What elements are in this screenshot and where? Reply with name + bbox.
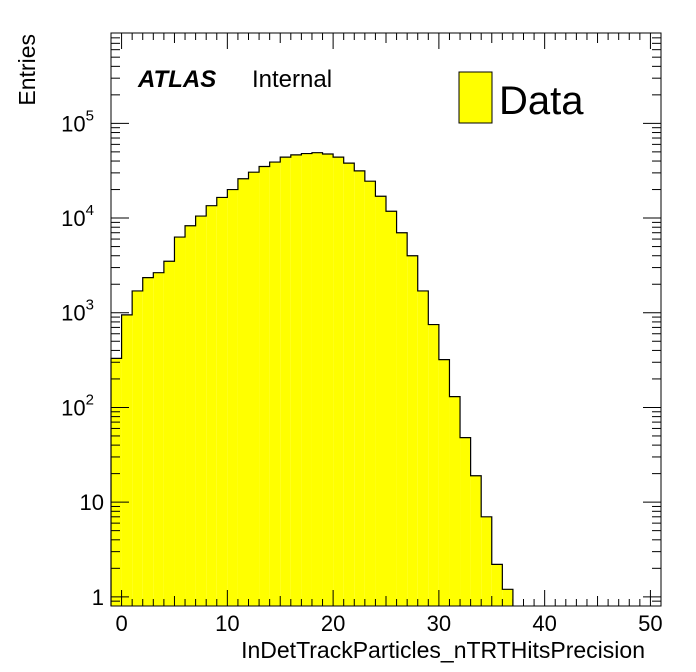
histogram-bin [417,290,429,606]
histogram-bin [343,163,355,606]
histogram-bin [153,272,164,606]
histogram-bin [132,290,143,606]
histogram-bin [460,437,471,606]
atlas-label: ATLAS [137,66,216,93]
histogram-bin [438,359,450,606]
y-tick-label: 1 [92,585,104,610]
histogram-bin [280,157,291,606]
x-tick-labels: 0 10 20 30 40 50 [115,611,662,636]
x-tick-label: 20 [321,611,345,636]
histogram-bin [354,170,365,606]
histogram-bin [290,154,302,606]
legend-label: Data [499,79,584,123]
histogram-bin [259,166,270,606]
legend-swatch [458,71,493,124]
histogram-bin [111,358,122,606]
y-tick-label: 103 [61,297,94,326]
y-tick-label: 104 [61,202,94,231]
axis-ticks [110,32,662,607]
histogram-bin [248,172,260,606]
histogram-bin [322,153,334,607]
histogram-bin [269,162,281,606]
histogram-bin [428,324,439,606]
histogram-bin [185,225,196,607]
histogram-bin [502,589,513,606]
histogram-bin [491,564,503,606]
histogram-bin [142,277,154,606]
histogram-bin [121,314,133,606]
x-axis-title: InDetTrackParticles_nTRTHitsPrecision [241,637,645,663]
histogram-bin [195,216,207,607]
histogram-bin [364,181,376,606]
y-tick-label: 105 [61,107,94,136]
histogram-bars [110,152,514,607]
histogram-bin [449,396,461,606]
histogram-bin [386,211,397,607]
x-tick-label: 40 [532,611,556,636]
y-tick-label: 102 [61,391,94,420]
histogram-bin [174,237,186,606]
plot-frame [110,32,662,607]
histogram-bin [470,475,482,606]
histogram-bin [481,516,492,606]
x-tick-label: 0 [115,611,127,636]
histogram-bin [311,152,323,606]
histogram-bin [227,189,238,606]
histogram-bin [375,196,386,606]
histogram-bin [216,197,228,606]
histogram-bin [237,178,249,606]
histogram-bin [333,157,344,606]
histogram-bin [396,232,408,607]
histogram-bin [407,255,418,606]
x-tick-label: 10 [215,611,239,636]
y-axis-title: Entries [14,34,40,106]
y-tick-label: 10 [80,490,104,515]
x-tick-label: 50 [638,611,662,636]
x-tick-label: 30 [427,611,451,636]
histogram-bin [301,153,312,606]
internal-label: Internal [252,66,332,93]
histogram-bin [206,205,217,606]
histogram-bin [163,261,175,606]
histogram-outline [110,152,514,606]
y-tick-labels: 1 10 102 103 104 105 [61,107,104,609]
